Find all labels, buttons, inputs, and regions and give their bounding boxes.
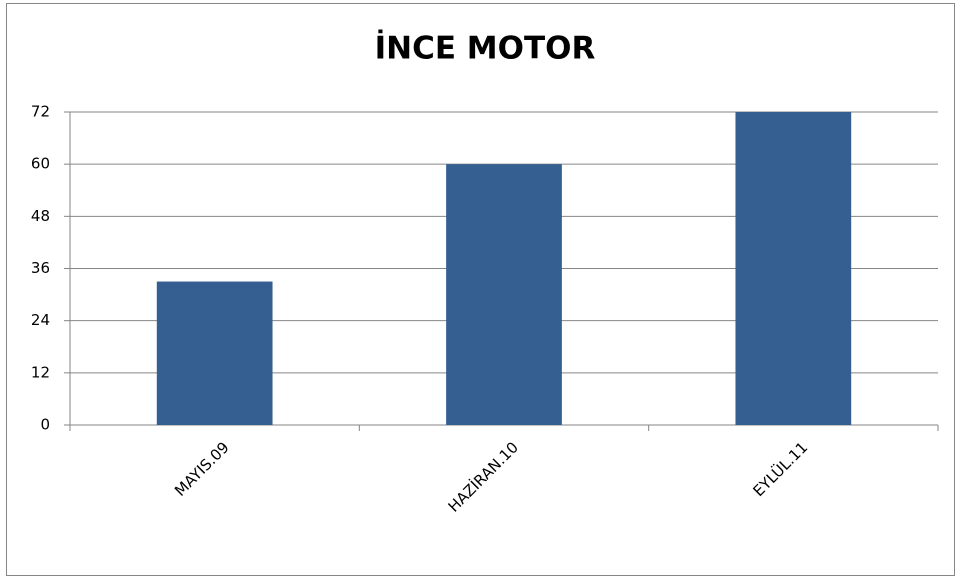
bar <box>156 281 273 425</box>
y-tick-label: 36 <box>31 259 50 277</box>
y-tick-label: 72 <box>31 103 50 121</box>
bar <box>735 112 852 425</box>
y-tick-label: 0 <box>40 416 50 434</box>
bar <box>446 164 562 425</box>
y-tick-label: 48 <box>31 207 50 225</box>
y-tick-label: 24 <box>31 311 50 329</box>
y-tick-label: 60 <box>31 155 50 173</box>
y-tick-label: 12 <box>31 363 50 381</box>
chart-title: İNCE MOTOR <box>375 31 596 67</box>
